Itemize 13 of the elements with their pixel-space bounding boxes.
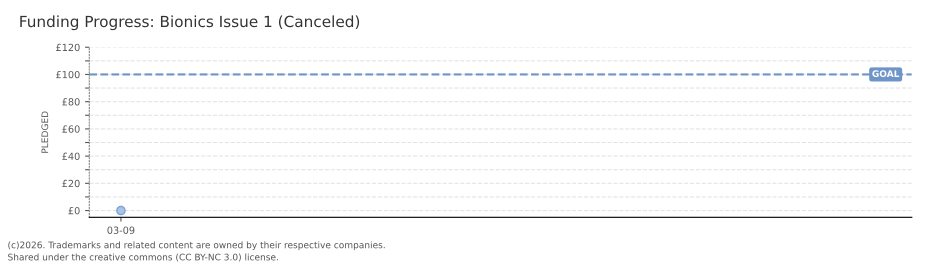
y-tick-label: £80 (62, 98, 80, 106)
y-tick-label: £120 (56, 44, 80, 52)
y-tick-label: £60 (62, 125, 80, 133)
y-tick-label: £0 (68, 207, 80, 214)
x-tick-label: 03-09 (107, 226, 134, 234)
y-tick-label: £100 (56, 70, 80, 78)
y-axis-title: PLEDGED (41, 111, 48, 153)
y-tick-label: £40 (62, 152, 80, 160)
y-tick-label: £20 (62, 180, 80, 188)
text: Shared under the creative commons (CC BY-NC 3.0) license. (8, 253, 278, 262)
text: Funding Progress: Bionics Issue 1 (Canceled) (20, 15, 360, 30)
text: (c)2026. Trademarks and related content are owned by their respective companies. (8, 241, 385, 250)
ref-line-label: GOAL (872, 70, 900, 78)
